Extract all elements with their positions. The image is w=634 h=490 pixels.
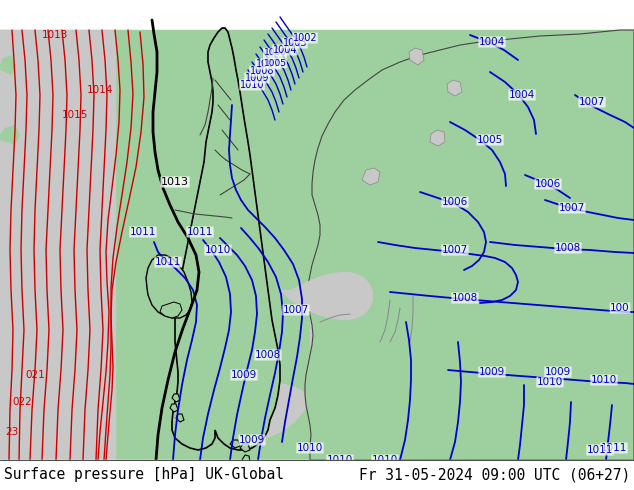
Text: 1004: 1004	[509, 90, 535, 100]
Bar	[0, 30, 115, 460]
Text: 1011: 1011	[601, 443, 627, 453]
Text: 1005: 1005	[477, 135, 503, 145]
Polygon shape	[447, 80, 462, 96]
Text: 100: 100	[610, 303, 630, 313]
Polygon shape	[280, 272, 373, 320]
Polygon shape	[240, 444, 250, 452]
Text: 1008: 1008	[255, 350, 281, 360]
Text: 1009: 1009	[231, 370, 257, 380]
Bar	[0, 30, 634, 460]
Text: 1004: 1004	[479, 37, 505, 47]
Text: 1007: 1007	[579, 97, 605, 107]
Text: 1008: 1008	[452, 293, 478, 303]
Text: Surface pressure [hPa] UK-Global: Surface pressure [hPa] UK-Global	[4, 467, 284, 483]
Polygon shape	[0, 55, 16, 75]
Polygon shape	[430, 130, 445, 146]
Text: 1010: 1010	[537, 377, 563, 387]
Text: 1015: 1015	[61, 110, 88, 120]
Text: 1009: 1009	[239, 435, 265, 445]
Bar	[310, 290, 360, 350]
Text: 1007: 1007	[559, 203, 585, 213]
Text: 1011: 1011	[187, 227, 213, 237]
Text: 1010: 1010	[205, 245, 231, 255]
Text: 1010: 1010	[240, 80, 264, 90]
Polygon shape	[170, 404, 178, 412]
Text: Fr 31-05-2024 09:00 UTC (06+27): Fr 31-05-2024 09:00 UTC (06+27)	[359, 467, 630, 483]
Polygon shape	[242, 455, 250, 464]
Polygon shape	[146, 255, 192, 318]
Text: 022: 022	[12, 397, 32, 407]
Bar	[0, 460, 634, 490]
Text: 1009: 1009	[545, 367, 571, 377]
Text: 1011: 1011	[155, 257, 181, 267]
Text: 1008: 1008	[555, 243, 581, 253]
Text: 1009: 1009	[479, 367, 505, 377]
Text: 1008: 1008	[250, 66, 275, 76]
Text: 1010: 1010	[327, 455, 353, 465]
Text: 1007: 1007	[283, 305, 309, 315]
Polygon shape	[305, 30, 634, 460]
Text: 1013: 1013	[42, 30, 68, 40]
Text: 1006: 1006	[535, 179, 561, 189]
Polygon shape	[230, 440, 240, 448]
Text: 23: 23	[5, 427, 18, 437]
Text: 1010: 1010	[297, 443, 323, 453]
Text: 021: 021	[25, 370, 45, 380]
Text: 1007: 1007	[442, 245, 468, 255]
Polygon shape	[0, 125, 20, 145]
Text: 1002: 1002	[293, 33, 317, 43]
Polygon shape	[409, 48, 424, 65]
Polygon shape	[150, 255, 188, 308]
Polygon shape	[172, 28, 280, 450]
Polygon shape	[215, 382, 308, 440]
Text: 1004: 1004	[273, 45, 297, 55]
Text: 1007: 1007	[256, 59, 280, 69]
Text: 1006
1005: 1006 1005	[264, 49, 287, 68]
Text: 1003: 1003	[283, 38, 307, 48]
Text: 1010: 1010	[591, 375, 617, 385]
Text: 1009: 1009	[245, 73, 269, 83]
Text: 1013: 1013	[161, 177, 189, 187]
Polygon shape	[160, 302, 182, 318]
Text: 1006: 1006	[442, 197, 468, 207]
Text: 1014: 1014	[87, 85, 113, 95]
Polygon shape	[172, 394, 180, 402]
Text: 1011: 1011	[130, 227, 156, 237]
Polygon shape	[362, 168, 380, 185]
Text: 1010: 1010	[372, 455, 398, 465]
Text: 1011: 1011	[587, 445, 613, 455]
Polygon shape	[176, 414, 184, 422]
